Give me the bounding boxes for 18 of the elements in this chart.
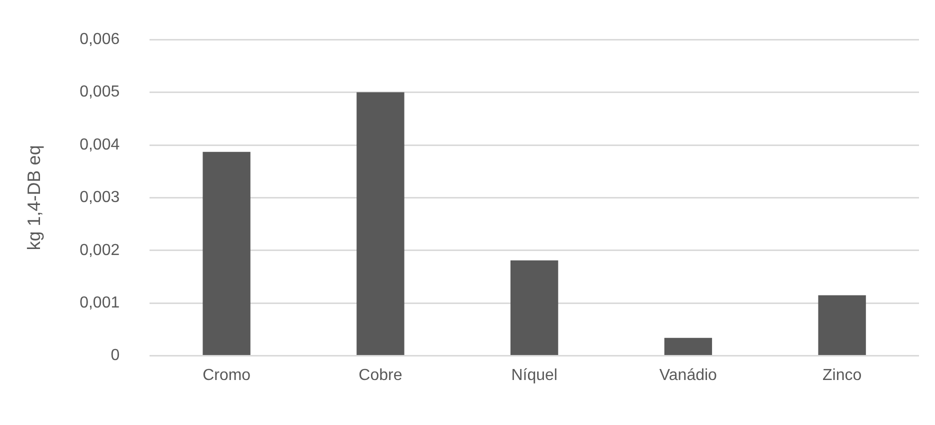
- x-tick-label: Vanádio: [659, 366, 718, 384]
- bar: [818, 295, 866, 356]
- bar: [664, 338, 712, 356]
- y-tick-label: 0,004: [80, 136, 120, 154]
- y-tick-label: 0: [110, 347, 120, 364]
- y-axis-title: kg 1,4-DB eq: [24, 145, 44, 250]
- x-tick-label: Níquel: [511, 366, 558, 384]
- bar: [510, 260, 558, 356]
- y-tick-label: 0,005: [80, 84, 120, 101]
- y-tick-label: 0,006: [80, 31, 120, 48]
- y-tick-label: 0,001: [80, 294, 120, 312]
- bar: [356, 92, 404, 356]
- y-tick-label: 0,003: [80, 189, 120, 206]
- x-tick-label: Cobre: [358, 366, 402, 384]
- y-tick-label: 0,002: [80, 242, 120, 259]
- x-tick-label: Cromo: [202, 366, 251, 384]
- x-tick-label: Zinco: [822, 366, 862, 384]
- bar: [202, 152, 250, 356]
